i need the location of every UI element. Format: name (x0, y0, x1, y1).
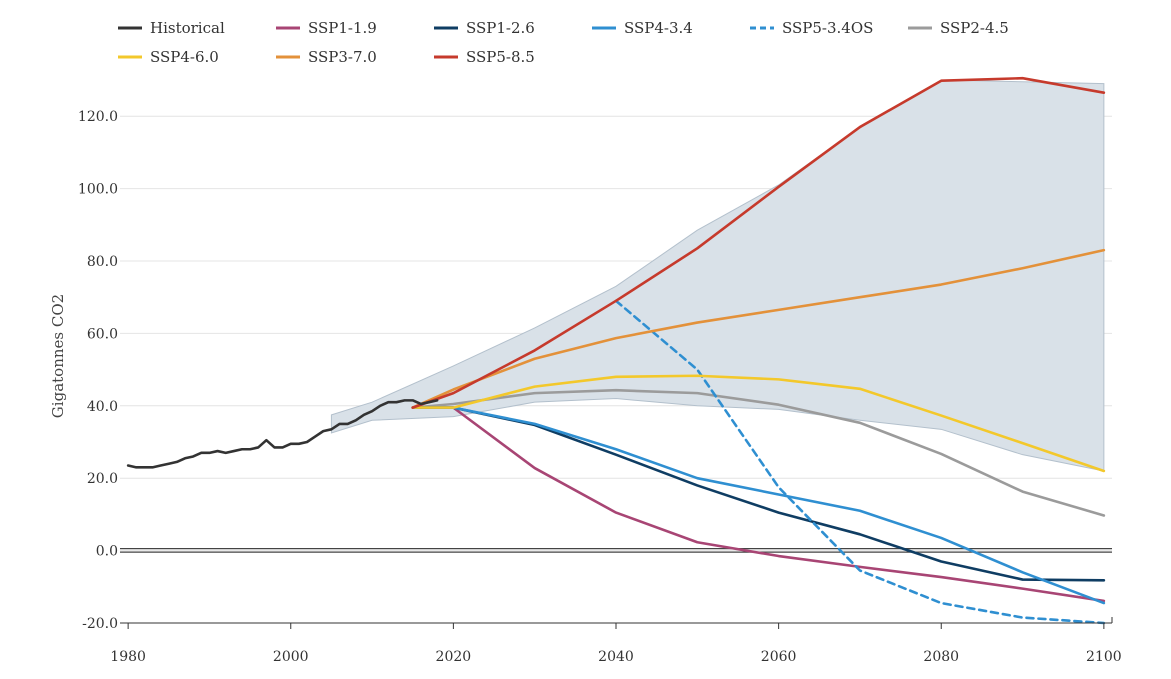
y-tick-label: 80.0 (87, 254, 118, 270)
x-tick-label: 2080 (923, 649, 959, 665)
legend-label: SSP5-8.5 (466, 48, 535, 66)
x-axis: 1980 2000 2020 2040 2060 2080 2100 (110, 617, 1122, 665)
legend-label: Historical (150, 19, 225, 37)
x-tick-label: 2020 (436, 649, 472, 665)
x-tick-label: 2000 (273, 649, 309, 665)
y-tick-label: 0.0 (96, 544, 118, 560)
legend-label: SSP1-1.9 (308, 19, 377, 37)
legend: Historical SSP1-1.9 SSP1-2.6 SSP4-3.4 SSP5-3… (118, 19, 1009, 66)
series-line-ssp5-3-4os (614, 299, 1106, 625)
legend-label: SSP5-3.4OS (782, 19, 873, 37)
legend-item-ssp5-8-5[interactable]: SSP5-8.5 (434, 48, 535, 66)
zero-line (120, 547, 1112, 553)
y-axis: -20.0 0.0 20.0 40.0 60.0 80.0 100.0 120.0 (78, 109, 118, 632)
y-tick-label: 60.0 (87, 326, 118, 342)
x-tick-label: 1980 (110, 649, 146, 665)
series-line-ssp4-6-0 (411, 374, 1106, 473)
y-axis-title: Gigatonnes CO2 (49, 294, 67, 418)
legend-item-ssp5-3-4os[interactable]: SSP5-3.4OS (750, 19, 873, 37)
legend-item-ssp4-3-4[interactable]: SSP4-3.4 (592, 19, 693, 37)
y-tick-label: 20.0 (87, 471, 118, 487)
legend-item-ssp3-7-0[interactable]: SSP3-7.0 (276, 48, 377, 66)
x-tick-label: 2060 (761, 649, 797, 665)
legend-label: SSP1-2.6 (466, 19, 535, 37)
x-tick-label: 2100 (1086, 649, 1122, 665)
legend-item-ssp1-1-9[interactable]: SSP1-1.9 (276, 19, 377, 37)
series-line-ssp4-3-4 (411, 406, 1106, 605)
series-line-ssp3-7-0 (411, 248, 1106, 409)
series-line-ssp1-1-9 (411, 406, 1106, 603)
series-line-ssp5-8-5 (411, 76, 1106, 409)
y-tick-label: 100.0 (78, 182, 118, 198)
legend-item-historical[interactable]: Historical (118, 19, 225, 37)
legend-label: SSP4-6.0 (150, 48, 219, 66)
legend-label: SSP4-3.4 (624, 19, 693, 37)
series-line-ssp2-4-5 (411, 388, 1106, 517)
legend-item-ssp1-2-6[interactable]: SSP1-2.6 (434, 19, 535, 37)
y-tick-label: 120.0 (78, 109, 118, 125)
legend-item-ssp2-4-5[interactable]: SSP2-4.5 (908, 19, 1009, 37)
y-tick-label: 40.0 (87, 399, 118, 415)
legend-label: SSP2-4.5 (940, 19, 1009, 37)
legend-item-ssp4-6-0[interactable]: SSP4-6.0 (118, 48, 219, 66)
y-tick-label: -20.0 (82, 616, 118, 632)
series-lines (126, 76, 1106, 625)
series-line-historical (126, 399, 439, 469)
legend-label: SSP3-7.0 (308, 48, 377, 66)
x-tick-label: 2040 (598, 649, 634, 665)
